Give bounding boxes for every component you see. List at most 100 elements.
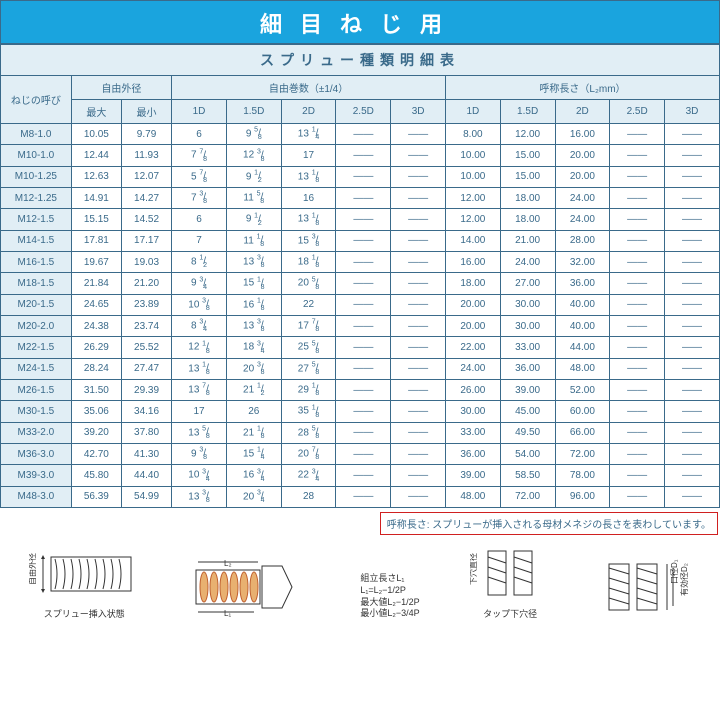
cell: —— bbox=[665, 422, 720, 443]
cell: 16 1/8 bbox=[226, 294, 281, 315]
cell: —— bbox=[665, 294, 720, 315]
cell: 54.99 bbox=[121, 486, 171, 507]
cell: 19.67 bbox=[71, 251, 121, 272]
table-body: M8-1.010.059.7969 5/813 1/4————8.0012.00… bbox=[1, 124, 720, 508]
cell: —— bbox=[336, 379, 391, 400]
cell: 27.47 bbox=[121, 358, 171, 379]
cell: 21.20 bbox=[121, 273, 171, 294]
cell: 30.00 bbox=[500, 294, 555, 315]
table-row: M8-1.010.059.7969 5/813 1/4————8.0012.00… bbox=[1, 124, 720, 145]
cell: 10.00 bbox=[445, 166, 500, 187]
cell: 30.00 bbox=[500, 315, 555, 336]
cell: —— bbox=[391, 337, 446, 358]
table-row: M30-1.535.0634.16172635 1/8————30.0045.0… bbox=[1, 401, 720, 422]
cell: —— bbox=[336, 401, 391, 422]
cell-name: M10-1.25 bbox=[1, 166, 72, 187]
cell: 37.80 bbox=[121, 422, 171, 443]
col-l3d: 3D bbox=[665, 100, 720, 124]
cell-name: M39-3.0 bbox=[1, 465, 72, 486]
bolt-icon: L₂ L₁ bbox=[190, 556, 310, 618]
cell: 24.00 bbox=[555, 187, 610, 208]
cell: 5 7/8 bbox=[172, 166, 227, 187]
cell: 19.03 bbox=[121, 251, 171, 272]
cell: 6 bbox=[172, 124, 227, 145]
cell: —— bbox=[610, 294, 665, 315]
formula-3: 最小値L₂−3/4P bbox=[360, 608, 419, 620]
formula-1: L₁=L₂−1/2P bbox=[360, 585, 419, 597]
cell: —— bbox=[665, 187, 720, 208]
cell: 27.00 bbox=[500, 273, 555, 294]
cell: 29 1/8 bbox=[281, 379, 336, 400]
cell: —— bbox=[610, 187, 665, 208]
formula-2: 最大値L₂−1/2P bbox=[360, 597, 419, 609]
cell: —— bbox=[391, 443, 446, 464]
cell: 6 bbox=[172, 209, 227, 230]
cell: —— bbox=[610, 166, 665, 187]
cell: 66.00 bbox=[555, 422, 610, 443]
cell-name: M20-1.5 bbox=[1, 294, 72, 315]
thread-section-icon: 口径D₁ 有効径D₂ bbox=[601, 556, 691, 618]
table-row: M14-1.517.8117.17711 1/815 3/8————14.002… bbox=[1, 230, 720, 251]
cell: 12 3/8 bbox=[226, 145, 281, 166]
cell: 20.00 bbox=[555, 145, 610, 166]
cell: 52.00 bbox=[555, 379, 610, 400]
table-row: M12-1.2514.9114.277 3/811 5/816————12.00… bbox=[1, 187, 720, 208]
cell: —— bbox=[665, 315, 720, 336]
col-t1d: 1D bbox=[172, 100, 227, 124]
cell: 8 3/4 bbox=[172, 315, 227, 336]
cell-name: M26-1.5 bbox=[1, 379, 72, 400]
cell-name: M36-3.0 bbox=[1, 443, 72, 464]
cell: 17.81 bbox=[71, 230, 121, 251]
cell: 45.80 bbox=[71, 465, 121, 486]
cell: 20.00 bbox=[445, 315, 500, 336]
cell: 22 3/4 bbox=[281, 465, 336, 486]
cell: 56.39 bbox=[71, 486, 121, 507]
cell: 23.89 bbox=[121, 294, 171, 315]
cell-name: M22-1.5 bbox=[1, 337, 72, 358]
cell: —— bbox=[391, 273, 446, 294]
table-row: M20-1.524.6523.8910 3/816 1/822————20.00… bbox=[1, 294, 720, 315]
cell: —— bbox=[665, 230, 720, 251]
cell: —— bbox=[610, 422, 665, 443]
cell: 12.00 bbox=[445, 209, 500, 230]
grp-od: 自由外径 bbox=[71, 76, 171, 100]
diagram-2: L₂ L₁ bbox=[190, 556, 310, 620]
cell: 54.00 bbox=[500, 443, 555, 464]
cell: 13 1/8 bbox=[281, 166, 336, 187]
cell: —— bbox=[610, 124, 665, 145]
cell: 45.00 bbox=[500, 401, 555, 422]
svg-text:口径D₁: 口径D₁ bbox=[669, 559, 679, 584]
table-row: M18-1.521.8421.209 3/415 1/820 5/8————18… bbox=[1, 273, 720, 294]
cell: 13 3/8 bbox=[226, 251, 281, 272]
cell: 16.00 bbox=[555, 124, 610, 145]
cell: 14.27 bbox=[121, 187, 171, 208]
cell: 26.00 bbox=[445, 379, 500, 400]
cell: 12.44 bbox=[71, 145, 121, 166]
cell: —— bbox=[336, 465, 391, 486]
cell: 26 bbox=[226, 401, 281, 422]
cell: 10 3/8 bbox=[172, 294, 227, 315]
cell: —— bbox=[610, 209, 665, 230]
cell: 31.50 bbox=[71, 379, 121, 400]
table-row: M16-1.519.6719.038 1/213 3/818 1/8————16… bbox=[1, 251, 720, 272]
title-banner: 細目ねじ用 bbox=[0, 0, 720, 44]
cell: 10.05 bbox=[71, 124, 121, 145]
diagram-1-caption: スプリュー挿入状態 bbox=[29, 607, 139, 620]
cell: —— bbox=[336, 358, 391, 379]
col-t25d: 2.5D bbox=[336, 100, 391, 124]
cell: 17.17 bbox=[121, 230, 171, 251]
cell: —— bbox=[391, 230, 446, 251]
col-l2d: 2D bbox=[555, 100, 610, 124]
col-t2d: 2D bbox=[281, 100, 336, 124]
cell: 18 1/8 bbox=[281, 251, 336, 272]
cell: 24.00 bbox=[445, 358, 500, 379]
cell: —— bbox=[336, 337, 391, 358]
cell: 33.00 bbox=[500, 337, 555, 358]
cell: 39.20 bbox=[71, 422, 121, 443]
cell: 24.65 bbox=[71, 294, 121, 315]
cell: —— bbox=[610, 379, 665, 400]
cell: 60.00 bbox=[555, 401, 610, 422]
cell: 12.63 bbox=[71, 166, 121, 187]
cell: 25.52 bbox=[121, 337, 171, 358]
cell-name: M30-1.5 bbox=[1, 401, 72, 422]
